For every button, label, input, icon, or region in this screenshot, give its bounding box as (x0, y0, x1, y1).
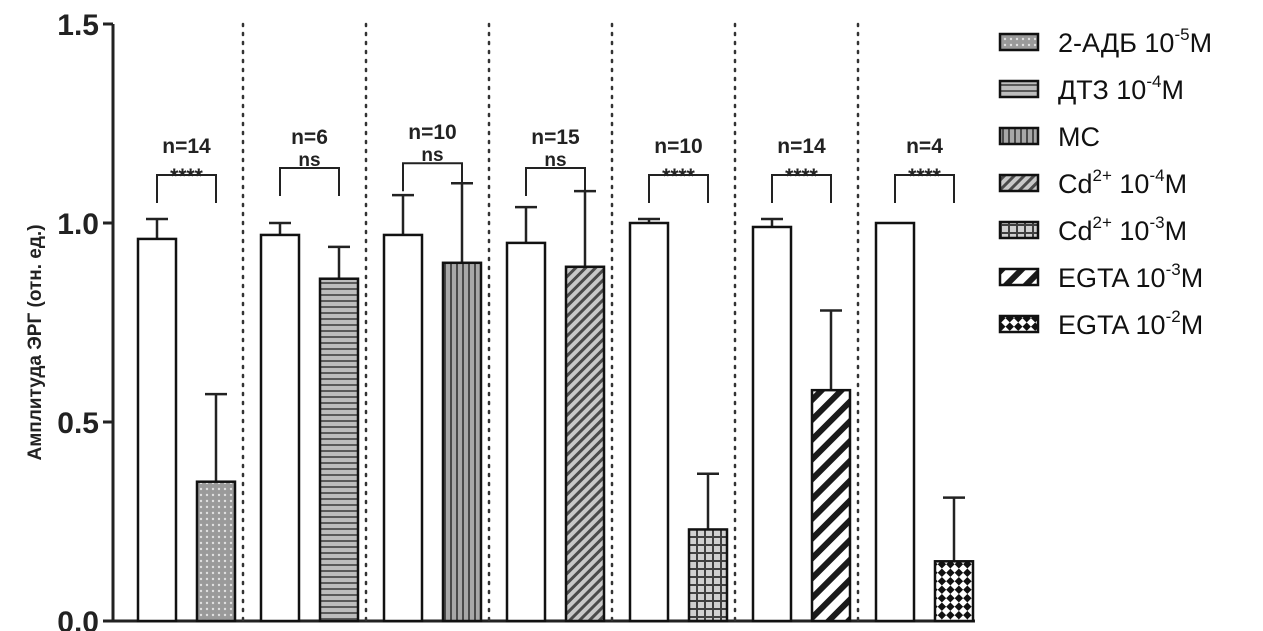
n-label: n=15 (531, 126, 580, 149)
treatment-bar (933, 560, 975, 623)
legend-label: EGTA 10-3M (1058, 260, 1203, 293)
n-label: n=10 (408, 121, 456, 144)
n-label: n=14 (777, 135, 826, 158)
control-bar (259, 233, 301, 623)
treatment-bar (810, 388, 852, 623)
control-bar (874, 221, 916, 623)
legend-label: 2-АДБ 10-5M (1058, 25, 1212, 58)
significance-bracket (156, 174, 217, 203)
treatment-bar (318, 277, 360, 623)
legend-swatch (998, 79, 1040, 99)
significance-label: **** (785, 165, 819, 188)
significance-bracket (279, 167, 340, 196)
significance-label: ns (421, 145, 443, 166)
legend: 2-АДБ 10-5M ДТЗ 10-4M MC Cd2+ 10-4M Cd2+ 10-… (998, 25, 1212, 340)
treatment-bar (564, 265, 606, 623)
significance-bracket (525, 167, 586, 196)
treatment-bar (441, 261, 483, 623)
control-bar (751, 225, 793, 623)
group-separators (241, 22, 860, 623)
annotations: ****n=14nsn=6nsn=10nsn=15****n=10****n=1… (156, 121, 955, 203)
significance-bracket (771, 174, 832, 203)
legend-label: MC (1058, 122, 1100, 152)
control-bar (382, 233, 424, 623)
n-label: n=6 (291, 126, 328, 149)
axes: 0.0 0.5 1.0 1.5 Амплитуда ЭРГ (отн. ед.) (25, 9, 975, 631)
legend-swatch (998, 126, 1040, 146)
significance-label: **** (908, 165, 942, 188)
significance-label: **** (170, 165, 204, 188)
significance-label: **** (662, 165, 696, 188)
y-axis-label: Амплитуда ЭРГ (отн. ед.) (25, 224, 46, 460)
control-bar (136, 237, 178, 623)
bars (136, 181, 975, 623)
legend-label: ДТЗ 10-4M (1058, 72, 1184, 105)
legend-swatch (998, 32, 1040, 52)
legend-label: Cd2+ 10-3M (1058, 213, 1187, 246)
legend-label: Cd2+ 10-4M (1058, 166, 1187, 199)
y-tick-label: 0.0 (57, 606, 99, 631)
significance-label: ns (298, 150, 320, 171)
n-label: n=4 (906, 135, 943, 158)
control-bar (505, 241, 547, 623)
y-tick-label: 0.5 (57, 407, 99, 440)
significance-bracket (894, 174, 955, 203)
legend-swatch (998, 267, 1040, 287)
legend-swatch (998, 220, 1040, 240)
y-tick-label: 1.5 (57, 9, 99, 42)
legend-label: EGTA 10-2M (1058, 307, 1203, 340)
treatment-bar (195, 480, 237, 623)
significance-bracket (402, 162, 463, 192)
treatment-bar (687, 528, 729, 623)
y-tick-label: 1.0 (57, 208, 99, 241)
control-bar (628, 221, 670, 623)
significance-bracket (648, 174, 709, 203)
legend-swatch (998, 173, 1040, 193)
significance-label: ns (544, 150, 566, 171)
n-label: n=14 (162, 135, 211, 158)
n-label: n=10 (654, 135, 702, 158)
legend-swatch (998, 314, 1040, 334)
